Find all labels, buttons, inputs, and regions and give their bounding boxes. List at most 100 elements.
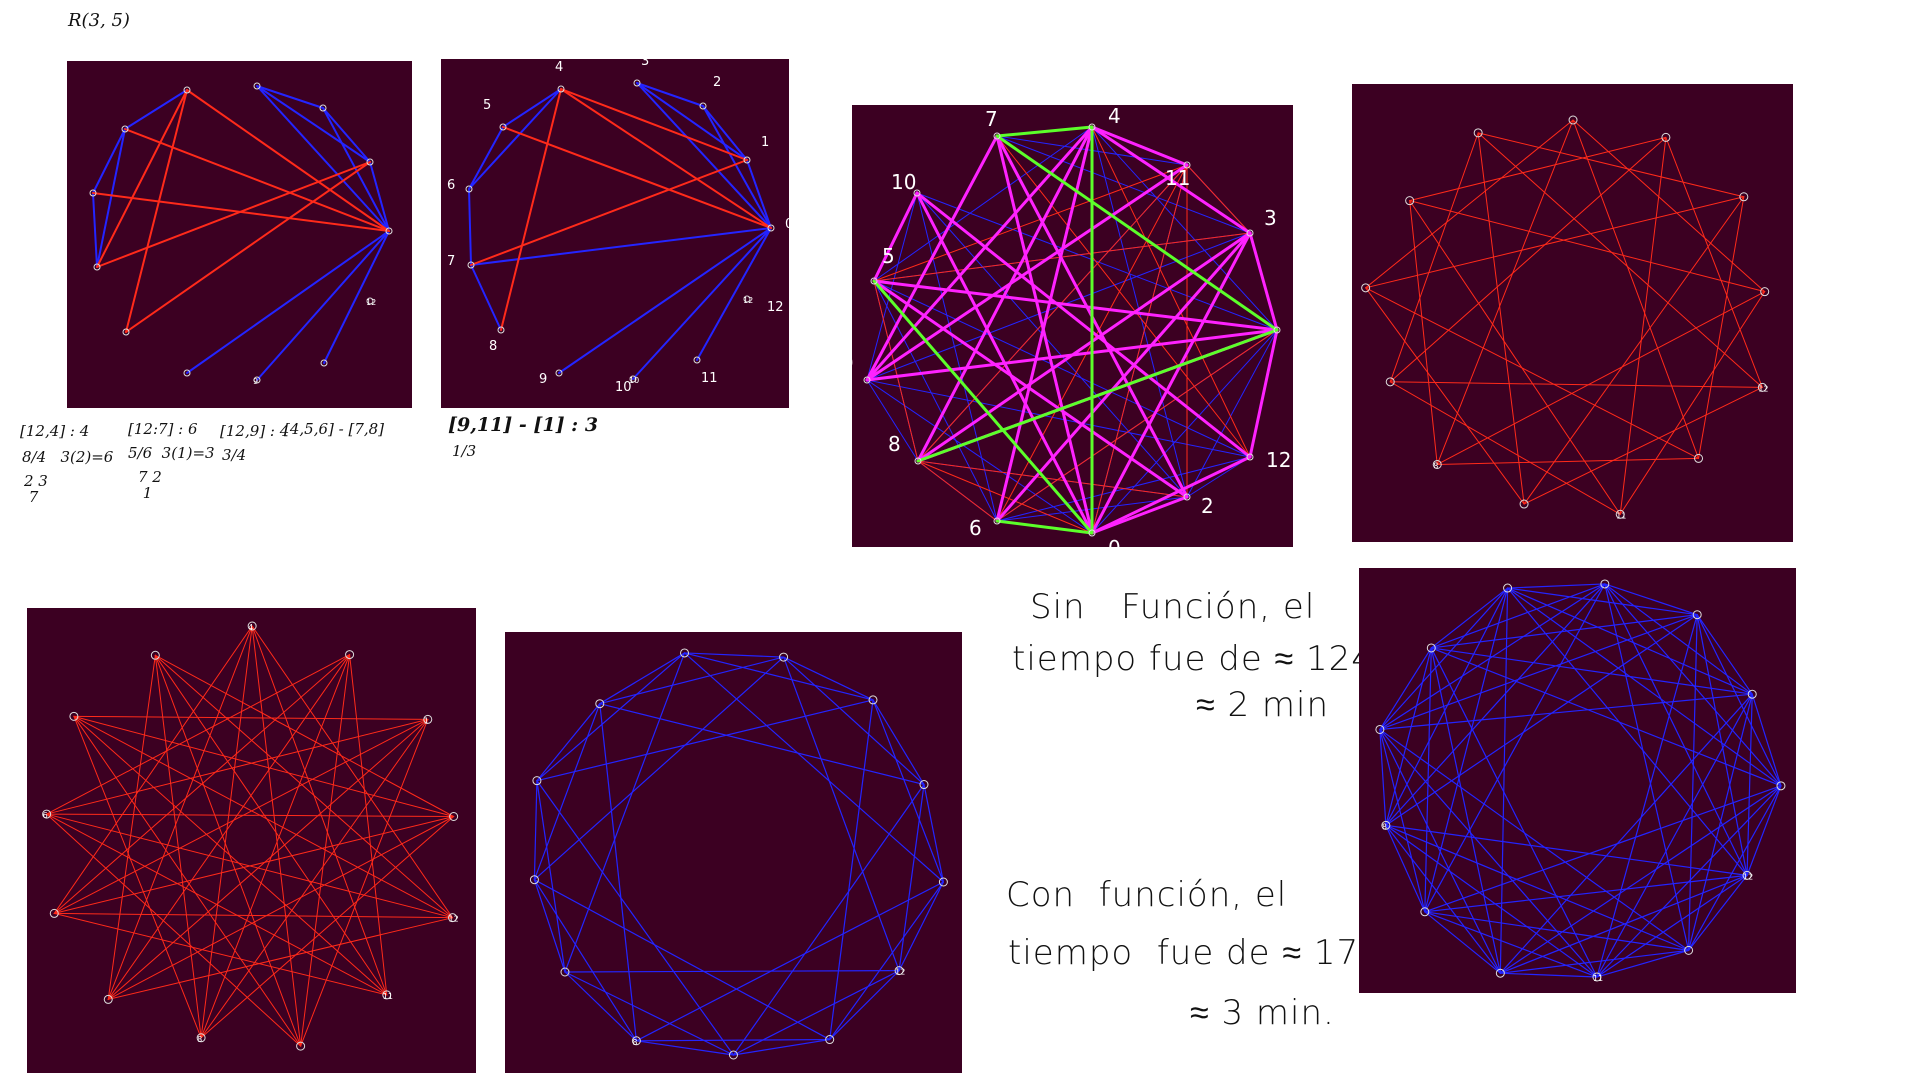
- vertex-number: 12: [767, 300, 784, 315]
- vertex-number: 2: [713, 75, 721, 90]
- magenta-edge: [1090, 125, 1252, 235]
- graph-panel-5: 4 1 6 12 11 8: [27, 608, 476, 1073]
- graph-node: [1776, 781, 1786, 791]
- blue-edge: [1596, 949, 1690, 978]
- magenta-edge: [916, 231, 1252, 463]
- graph-node: [1385, 377, 1395, 387]
- red-edge: [1572, 119, 1700, 459]
- graph-node: [699, 102, 707, 110]
- red-edge: [107, 718, 429, 1000]
- red-edge: [1091, 164, 1188, 534]
- vertex-number: 8: [489, 339, 497, 354]
- red-edge: [53, 912, 454, 919]
- magenta-edge: [995, 134, 1094, 535]
- blue-edge: [1596, 614, 1698, 978]
- blue-edge: [533, 879, 831, 1041]
- red-edge: [53, 718, 429, 914]
- graph-node: [1495, 968, 1505, 978]
- red-edge: [46, 718, 429, 815]
- blue-edge: [866, 192, 918, 381]
- blue-edge: [1506, 587, 1753, 695]
- blue-edge: [916, 192, 1188, 498]
- red-edge: [873, 164, 1188, 282]
- note-5: 5/6 3(1)=3: [128, 444, 215, 462]
- blue-edge: [322, 107, 371, 163]
- graph-node: [1361, 283, 1371, 293]
- note-9: [4,5,6] - [7,8]: [284, 420, 385, 438]
- red-edge: [251, 625, 388, 996]
- graph-node: [1246, 229, 1254, 237]
- blue-edge: [636, 82, 748, 161]
- graph-node: [69, 711, 79, 721]
- node-label: 12: [895, 968, 905, 977]
- blue-edge: [124, 89, 188, 130]
- graph-node: [1692, 610, 1702, 620]
- blue-edge: [683, 652, 944, 883]
- vertex-number: 2: [1201, 494, 1214, 518]
- blue-edge: [533, 656, 785, 881]
- vertex-number: 9: [539, 372, 547, 387]
- blue-edge: [369, 161, 390, 232]
- red-edge: [46, 813, 302, 1047]
- graph-node: [557, 85, 565, 93]
- graph-node: [680, 648, 690, 658]
- graph-node: [1246, 453, 1254, 461]
- magenta-edge: [1248, 231, 1279, 332]
- blue-edge: [632, 227, 772, 380]
- graph-node: [1183, 493, 1191, 501]
- blue-edge: [468, 188, 472, 266]
- red-edge: [1523, 196, 1745, 505]
- red-edge: [154, 654, 454, 919]
- graph-node: [993, 132, 1001, 140]
- blue-edge: [923, 783, 944, 883]
- graph-node: [183, 369, 191, 377]
- vertex-number: 4: [555, 60, 563, 75]
- blue-edge: [1430, 614, 1698, 649]
- graph-node: [499, 123, 507, 131]
- graph-node: [253, 82, 261, 90]
- blue-edge: [1688, 614, 1698, 951]
- note-6: 7 2 1: [138, 468, 162, 502]
- graph-panel-1: 12 9: [67, 61, 412, 408]
- red-edge: [154, 654, 302, 1047]
- red-edge: [46, 813, 388, 996]
- graph-node: [1519, 499, 1529, 509]
- node-label: 8: [1433, 461, 1438, 470]
- blue-edge: [1696, 614, 1748, 876]
- graph-6-svg: 12 8: [529, 648, 948, 1060]
- red-edge: [53, 815, 455, 914]
- blue-edge: [1430, 647, 1598, 978]
- blue-edge: [898, 881, 944, 972]
- node-label: 12: [1758, 384, 1768, 393]
- graph-node: [728, 1050, 738, 1060]
- graph-node: [1473, 128, 1483, 138]
- graph-node: [319, 104, 327, 112]
- red-edge: [500, 88, 562, 331]
- graph-node: [1503, 583, 1513, 593]
- vertex-number: 1: [761, 135, 769, 150]
- graph-node: [1760, 287, 1770, 297]
- with-function-line3: ≈ 3 min.: [1190, 993, 1335, 1033]
- blue-edge: [1430, 647, 1753, 695]
- blue-edge: [1604, 583, 1753, 695]
- blue-edge: [1379, 614, 1698, 731]
- graph-node: [497, 326, 505, 334]
- vertex-number: 0: [785, 217, 789, 232]
- red-edge: [251, 625, 302, 1047]
- red-edge: [73, 715, 202, 1039]
- graph-node: [345, 650, 355, 660]
- graph-node: [1426, 643, 1436, 653]
- vertex-number: 6: [447, 178, 455, 193]
- without-function-line3: ≈ 2 min: [1196, 685, 1330, 725]
- blue-edge: [564, 970, 900, 973]
- blue-edge: [536, 780, 735, 1056]
- graph-node: [253, 376, 261, 384]
- magenta-edge: [872, 191, 919, 283]
- graph-node: [89, 189, 97, 197]
- graph-node: [150, 650, 160, 660]
- blue-edge: [92, 192, 98, 268]
- blue-edge: [782, 656, 925, 786]
- blue-edge: [533, 879, 566, 973]
- graph-node: [863, 376, 871, 384]
- red-edge: [1436, 291, 1766, 465]
